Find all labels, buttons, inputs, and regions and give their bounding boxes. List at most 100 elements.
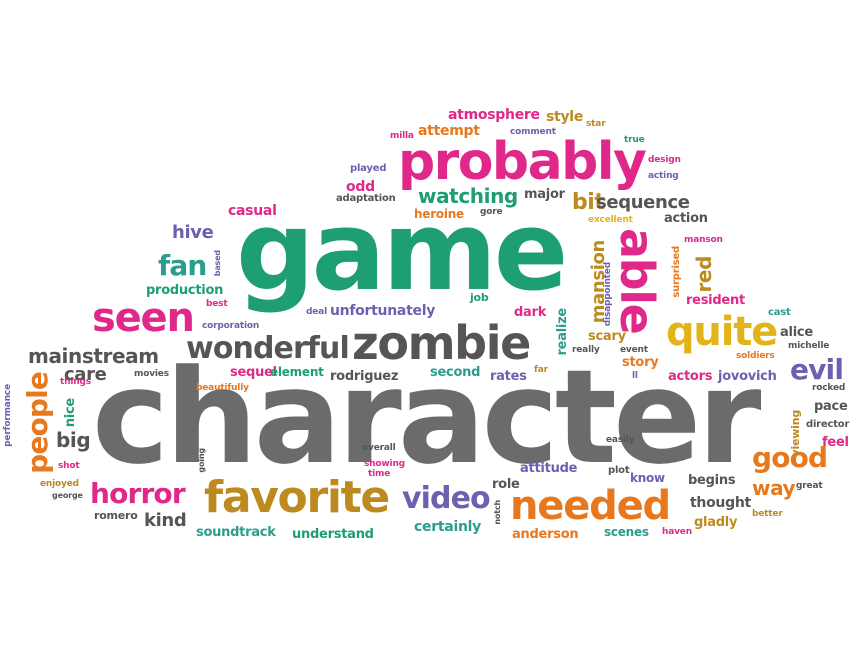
word-horror: horror [90, 477, 186, 510]
word-shot: shot [58, 461, 80, 471]
word-george: george [52, 491, 83, 500]
word-second: second [430, 365, 481, 380]
word-major: major [524, 187, 565, 202]
word-really: really [572, 345, 600, 355]
word-excellent: excellent [588, 215, 633, 225]
word-enjoyed: enjoyed [40, 479, 79, 489]
word-thought: thought [690, 495, 751, 511]
word-going: going [197, 448, 206, 473]
word-plot: plot [608, 465, 630, 476]
word-surprised: surprised [671, 246, 682, 298]
word-job: job [470, 291, 489, 304]
word-heroine: heroine [414, 207, 464, 221]
word-better: better [752, 509, 783, 519]
word-rates: rates [490, 369, 527, 384]
word-good: good [752, 441, 828, 474]
word-romero: romero [94, 509, 138, 522]
word-hive: hive [172, 222, 214, 243]
word-nice: nice [63, 398, 78, 428]
word-watching: watching [418, 184, 518, 208]
word-bit: bit [572, 190, 605, 215]
word-certainly: certainly [414, 519, 482, 535]
word-jovovich: jovovich [718, 369, 777, 384]
word-scenes: scenes [604, 525, 649, 539]
word-wonderful: wonderful [186, 331, 350, 366]
word-event: event [620, 345, 648, 355]
word-understand: understand [292, 527, 374, 542]
word-unfortunately: unfortunately [330, 303, 436, 319]
word-actors: actors [668, 369, 713, 384]
word-evil: evil [790, 353, 844, 386]
word-people: people [21, 372, 54, 474]
word-begins: begins [688, 473, 736, 488]
word-best: best [206, 299, 228, 309]
word-rocked: rocked [812, 383, 846, 393]
word-notch: notch [493, 500, 502, 525]
word-cast: cast [768, 307, 791, 318]
word-probably: probably [398, 132, 647, 192]
word-adaptation: adaptation [336, 193, 396, 204]
word-acting: acting [648, 171, 679, 181]
word-haven: haven [662, 527, 692, 537]
word-action: action [664, 211, 708, 226]
word-anderson: anderson [512, 527, 579, 542]
word-red: red [692, 256, 716, 293]
word-video: video [402, 481, 491, 516]
word-zombie: zombie [352, 316, 531, 370]
word-overall: overall [362, 443, 396, 453]
word-casual: casual [228, 203, 277, 219]
word-dark: dark [514, 305, 547, 320]
word-alice: alice [780, 325, 813, 340]
word-based: based [213, 250, 222, 277]
word-true: true [624, 135, 645, 145]
word-manson: manson [684, 235, 723, 245]
word-beautifully: beautifully [196, 383, 249, 393]
word-odd: odd [346, 179, 375, 195]
word-atmosphere: atmosphere [448, 107, 540, 123]
word-star: star [586, 119, 606, 129]
word-attempt: attempt [418, 123, 480, 139]
word-disappointed: disappointed [603, 262, 613, 327]
word-performance: performance [3, 384, 13, 447]
word-story: story [622, 355, 659, 370]
word-gladly: gladly [694, 515, 738, 530]
word-time: time [368, 469, 391, 479]
word-care: care [64, 364, 107, 385]
word-easily: easily [606, 435, 635, 445]
word-design: design [648, 155, 681, 165]
word-big: big [56, 428, 91, 452]
word-style: style [546, 109, 584, 125]
word-mainstream: mainstream [28, 344, 159, 368]
word-attitude: attitude [520, 461, 578, 476]
word-rodriguez: rodriguez [330, 369, 399, 384]
word-things: things [60, 377, 91, 387]
word-role: role [492, 477, 520, 492]
word-milla: milla [390, 131, 414, 141]
word-comment: comment [510, 127, 556, 137]
word-great: great [796, 481, 823, 491]
word-way: way [752, 476, 796, 500]
word-needed: needed [510, 483, 671, 529]
word-production: production [146, 283, 224, 298]
word-realize: realize [555, 308, 570, 356]
word-played: played [350, 163, 387, 174]
word-sequel: sequel [230, 365, 277, 380]
word-favorite: favorite [204, 472, 390, 523]
word-sequence: sequence [596, 192, 690, 213]
word-fan: fan [158, 249, 207, 282]
word-corporation: corporation [202, 321, 260, 331]
word-showing: showing [364, 459, 405, 469]
word-resident: resident [686, 293, 745, 308]
word-know: know [630, 471, 665, 485]
word-game: game [236, 187, 568, 315]
word-gore: gore [480, 207, 503, 217]
word-michelle: michelle [788, 341, 830, 351]
word-soldiers: soldiers [736, 351, 775, 361]
word-element: element [270, 365, 324, 379]
word-kind: kind [144, 510, 187, 531]
word-deal: deal [306, 307, 327, 317]
word-viewing: viewing [789, 410, 802, 457]
word-ll: ll [632, 371, 638, 381]
word-director: director [806, 419, 850, 430]
word-able: able [610, 228, 664, 334]
